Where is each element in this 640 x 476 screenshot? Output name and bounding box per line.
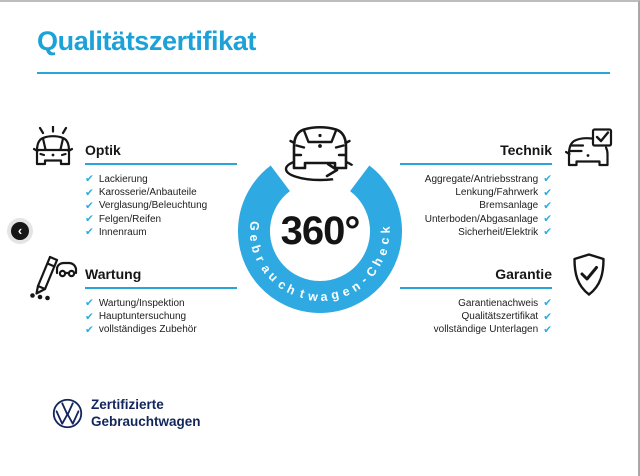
chevron-left-icon: ‹	[17, 222, 23, 238]
title-divider	[37, 72, 610, 74]
check-icon: ✔	[543, 173, 552, 186]
list-item-label: Qualitätszertifikat	[461, 311, 539, 323]
car-shine-icon	[28, 126, 78, 170]
list-item-label: vollständiges Zubehör	[98, 324, 197, 336]
section-optik-list: ✔ Lackierung ✔ Karosserie/Anbauteile ✔ Verg…	[85, 173, 237, 239]
check-icon: ✔	[543, 297, 552, 310]
check-icon: ✔	[543, 212, 552, 225]
service-pencil-icon	[26, 248, 80, 302]
degree-label: 360°	[280, 209, 361, 253]
list-item: ✔ vollständige Unterlagen	[400, 323, 552, 336]
section-technik-list: ✔ Aggregate/Antriebsstrang ✔ Lenkung/Fahrw…	[400, 173, 552, 239]
section-technik: Technik ✔ Aggregate/Antriebsstrang ✔ Lenku…	[400, 141, 552, 239]
check-icon: ✔	[85, 186, 94, 199]
list-item: ✔ vollständiges Zubehör	[85, 323, 237, 336]
brand-line-2: Gebrauchtwagen	[91, 414, 201, 429]
brand-footer: Zertifizierte Gebrauchtwagen	[52, 396, 201, 430]
check-icon: ✔	[543, 186, 552, 199]
vw-logo	[52, 398, 83, 428]
section-wartung-underline	[85, 287, 237, 289]
shield-check-icon	[570, 252, 608, 298]
section-optik-heading: Optik	[85, 142, 121, 158]
list-item: ✔ Bremsanlage	[400, 199, 552, 212]
check-icon: ✔	[85, 310, 94, 323]
list-item: ✔ Qualitätszertifikat	[400, 310, 552, 323]
list-item: ✔ Lackierung	[85, 173, 237, 186]
check-icon: ✔	[85, 199, 94, 212]
list-item-label: Sicherheit/Elektrik	[458, 226, 539, 238]
list-item: ✔ Sicherheit/Elektrik	[400, 226, 552, 239]
list-item: ✔ Unterboden/Abgasanlage	[400, 213, 552, 226]
section-optik: Optik ✔ Lackierung ✔ Karosserie/Anbauteile…	[85, 141, 237, 239]
list-item-label: Bremsanlage	[479, 200, 539, 212]
list-item-label: Aggregate/Antriebsstrang	[424, 174, 539, 186]
page-title: Qualitätszertifikat	[37, 26, 256, 56]
check-icon: ✔	[543, 310, 552, 323]
check-icon: ✔	[85, 323, 94, 336]
list-item-label: Karosserie/Anbauteile	[98, 187, 197, 199]
list-item: ✔ Garantienachweis	[400, 297, 552, 310]
car-checkbox-icon	[562, 128, 614, 172]
list-item-label: vollständige Unterlagen	[433, 324, 539, 336]
section-technik-underline	[400, 163, 552, 165]
check-icon: ✔	[543, 323, 552, 336]
list-item-label: Lackierung	[98, 174, 148, 186]
list-item: ✔ Verglasung/Beleuchtung	[85, 199, 237, 212]
list-item-label: Wartung/Inspektion	[98, 298, 185, 310]
section-wartung: Wartung ✔ Wartung/Inspektion ✔ Hauptunters…	[85, 265, 237, 337]
section-garantie-heading: Garantie	[495, 266, 552, 282]
brand-text: Zertifizierte Gebrauchtwagen	[91, 396, 201, 430]
list-item-label: Hauptuntersuchung	[98, 311, 187, 323]
check-icon: ✔	[543, 226, 552, 239]
check-icon: ✔	[85, 297, 94, 310]
check-icon: ✔	[543, 199, 552, 212]
list-item-label: Lenkung/Fahrwerk	[455, 187, 539, 199]
list-item-label: Garantienachweis	[458, 298, 539, 310]
list-item-label: Unterboden/Abgasanlage	[424, 213, 539, 225]
section-garantie-list: ✔ Garantienachweis ✔ Qualitätszertifikat ✔…	[400, 297, 552, 337]
list-item: ✔ Hauptuntersuchung	[85, 310, 237, 323]
section-wartung-list: ✔ Wartung/Inspektion ✔ Hauptuntersuchung ✔…	[85, 297, 237, 337]
check-icon: ✔	[85, 173, 94, 186]
section-optik-underline	[85, 163, 237, 165]
check-icon: ✔	[85, 226, 94, 239]
list-item-label: Verglasung/Beleuchtung	[98, 200, 208, 212]
list-item-label: Felgen/Reifen	[98, 213, 162, 225]
list-item: ✔ Karosserie/Anbauteile	[85, 186, 237, 199]
section-garantie: Garantie ✔ Garantienachweis ✔ Qualitätszer…	[400, 265, 552, 337]
back-button[interactable]: ‹	[11, 222, 29, 240]
brand-line-1: Zertifizierte	[91, 397, 164, 412]
car-rotate-icon	[284, 125, 359, 184]
check-icon: ✔	[85, 212, 94, 225]
list-item: ✔ Felgen/Reifen	[85, 213, 237, 226]
list-item: ✔ Innenraum	[85, 226, 237, 239]
list-item: ✔ Wartung/Inspektion	[85, 297, 237, 310]
list-item: ✔ Lenkung/Fahrwerk	[400, 186, 552, 199]
list-item: ✔ Aggregate/Antriebsstrang	[400, 173, 552, 186]
section-garantie-underline	[400, 287, 552, 289]
section-technik-heading: Technik	[500, 142, 552, 158]
list-item-label: Innenraum	[98, 226, 147, 238]
section-wartung-heading: Wartung	[85, 266, 142, 282]
ring-360-graphic	[238, 125, 402, 313]
